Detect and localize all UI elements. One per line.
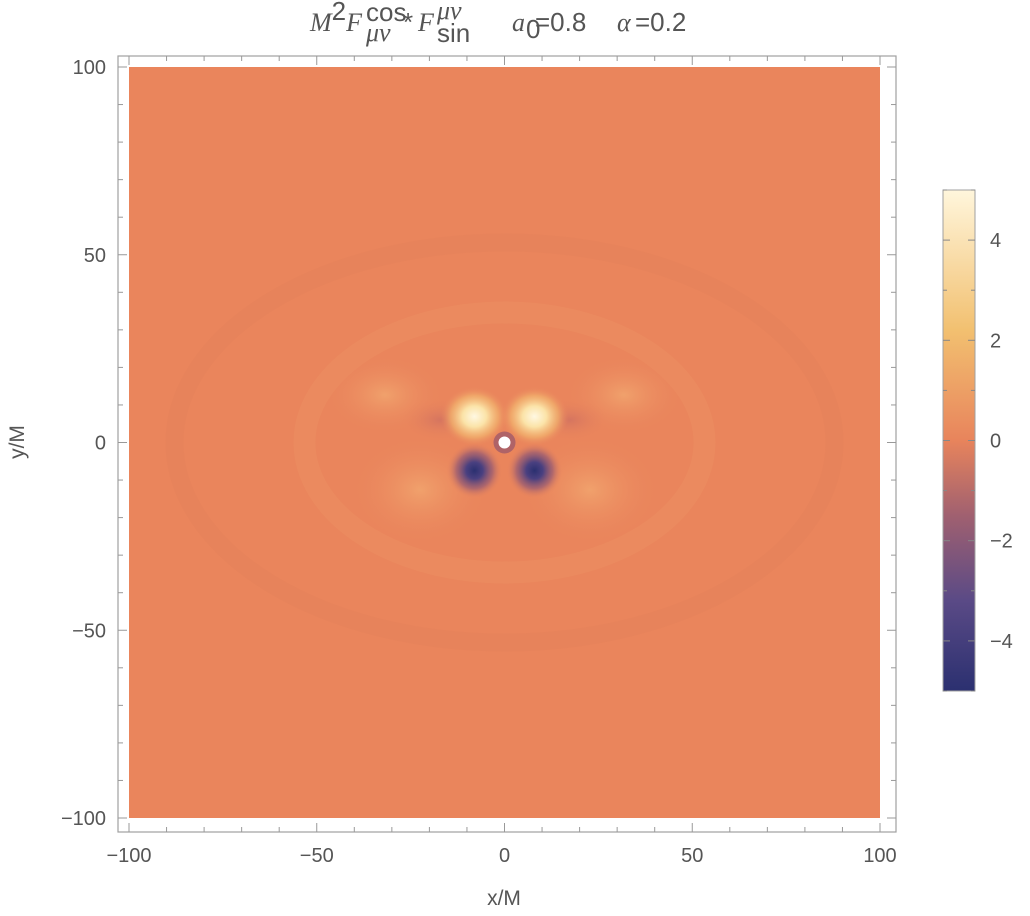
y-tick-label: −100: [61, 808, 106, 830]
x-tick-label: 50: [681, 845, 703, 867]
title-a-val: =0.8: [535, 7, 586, 37]
x-axis-label: x/M: [487, 887, 521, 910]
x-tick-label: −50: [300, 845, 334, 867]
colorbar-tick-label: −2: [990, 531, 1013, 553]
title-a-sub: 0: [526, 14, 540, 44]
colorbar: 4 2 0 −2 −4: [942, 189, 1013, 692]
y-tick-label: 50: [84, 245, 106, 267]
title-F2-sup: μν: [436, 0, 462, 25]
y-axis-label: y/M: [6, 425, 29, 459]
y-tick-label: 100: [73, 57, 106, 79]
colorbar-tick-label: −4: [990, 631, 1013, 653]
ring-outer: [165, 233, 844, 652]
negative-lobe-3: [506, 442, 563, 499]
colorbar-tick-label: 2: [990, 330, 1001, 352]
title-F1: F: [345, 8, 363, 37]
heatmap-field: [129, 67, 880, 818]
title-F2: F: [417, 8, 435, 37]
colorbar-tick-label: 0: [990, 431, 1001, 453]
positive-lobe-1: [500, 386, 569, 447]
title-F1-sub: μν: [365, 18, 391, 47]
y-ticks: 100 50 0 −50 −100: [61, 57, 896, 830]
center-hole: [498, 436, 511, 449]
title-F1-sup: cos: [366, 0, 406, 27]
ring-mid: [293, 301, 716, 584]
chart-title: M2F cos μν * F μν sin a 0 =0.8 α =0.2: [309, 0, 686, 48]
x-tick-label: −100: [106, 845, 151, 867]
title-a: a: [512, 8, 525, 37]
title-star: *: [403, 7, 413, 37]
title-alpha-val: =0.2: [635, 7, 686, 37]
title-M: M: [309, 8, 333, 37]
y-tick-label: −50: [72, 620, 106, 642]
x-ticks: −100 −50 0 50 100: [106, 56, 897, 867]
title-F2-sub: sin: [437, 18, 470, 48]
svg-text:M2F: M2F: [309, 0, 363, 37]
title-sq: 2: [332, 0, 346, 26]
plot-frame: [117, 55, 897, 833]
y-tick-label: 0: [95, 433, 106, 455]
x-tick-label: 0: [499, 845, 510, 867]
x-tick-label: 100: [863, 845, 896, 867]
title-alpha: α: [617, 8, 632, 37]
negative-lobe-2: [446, 442, 503, 499]
positive-lobe-0: [440, 386, 509, 447]
colorbar-tick-label: 4: [990, 230, 1001, 252]
